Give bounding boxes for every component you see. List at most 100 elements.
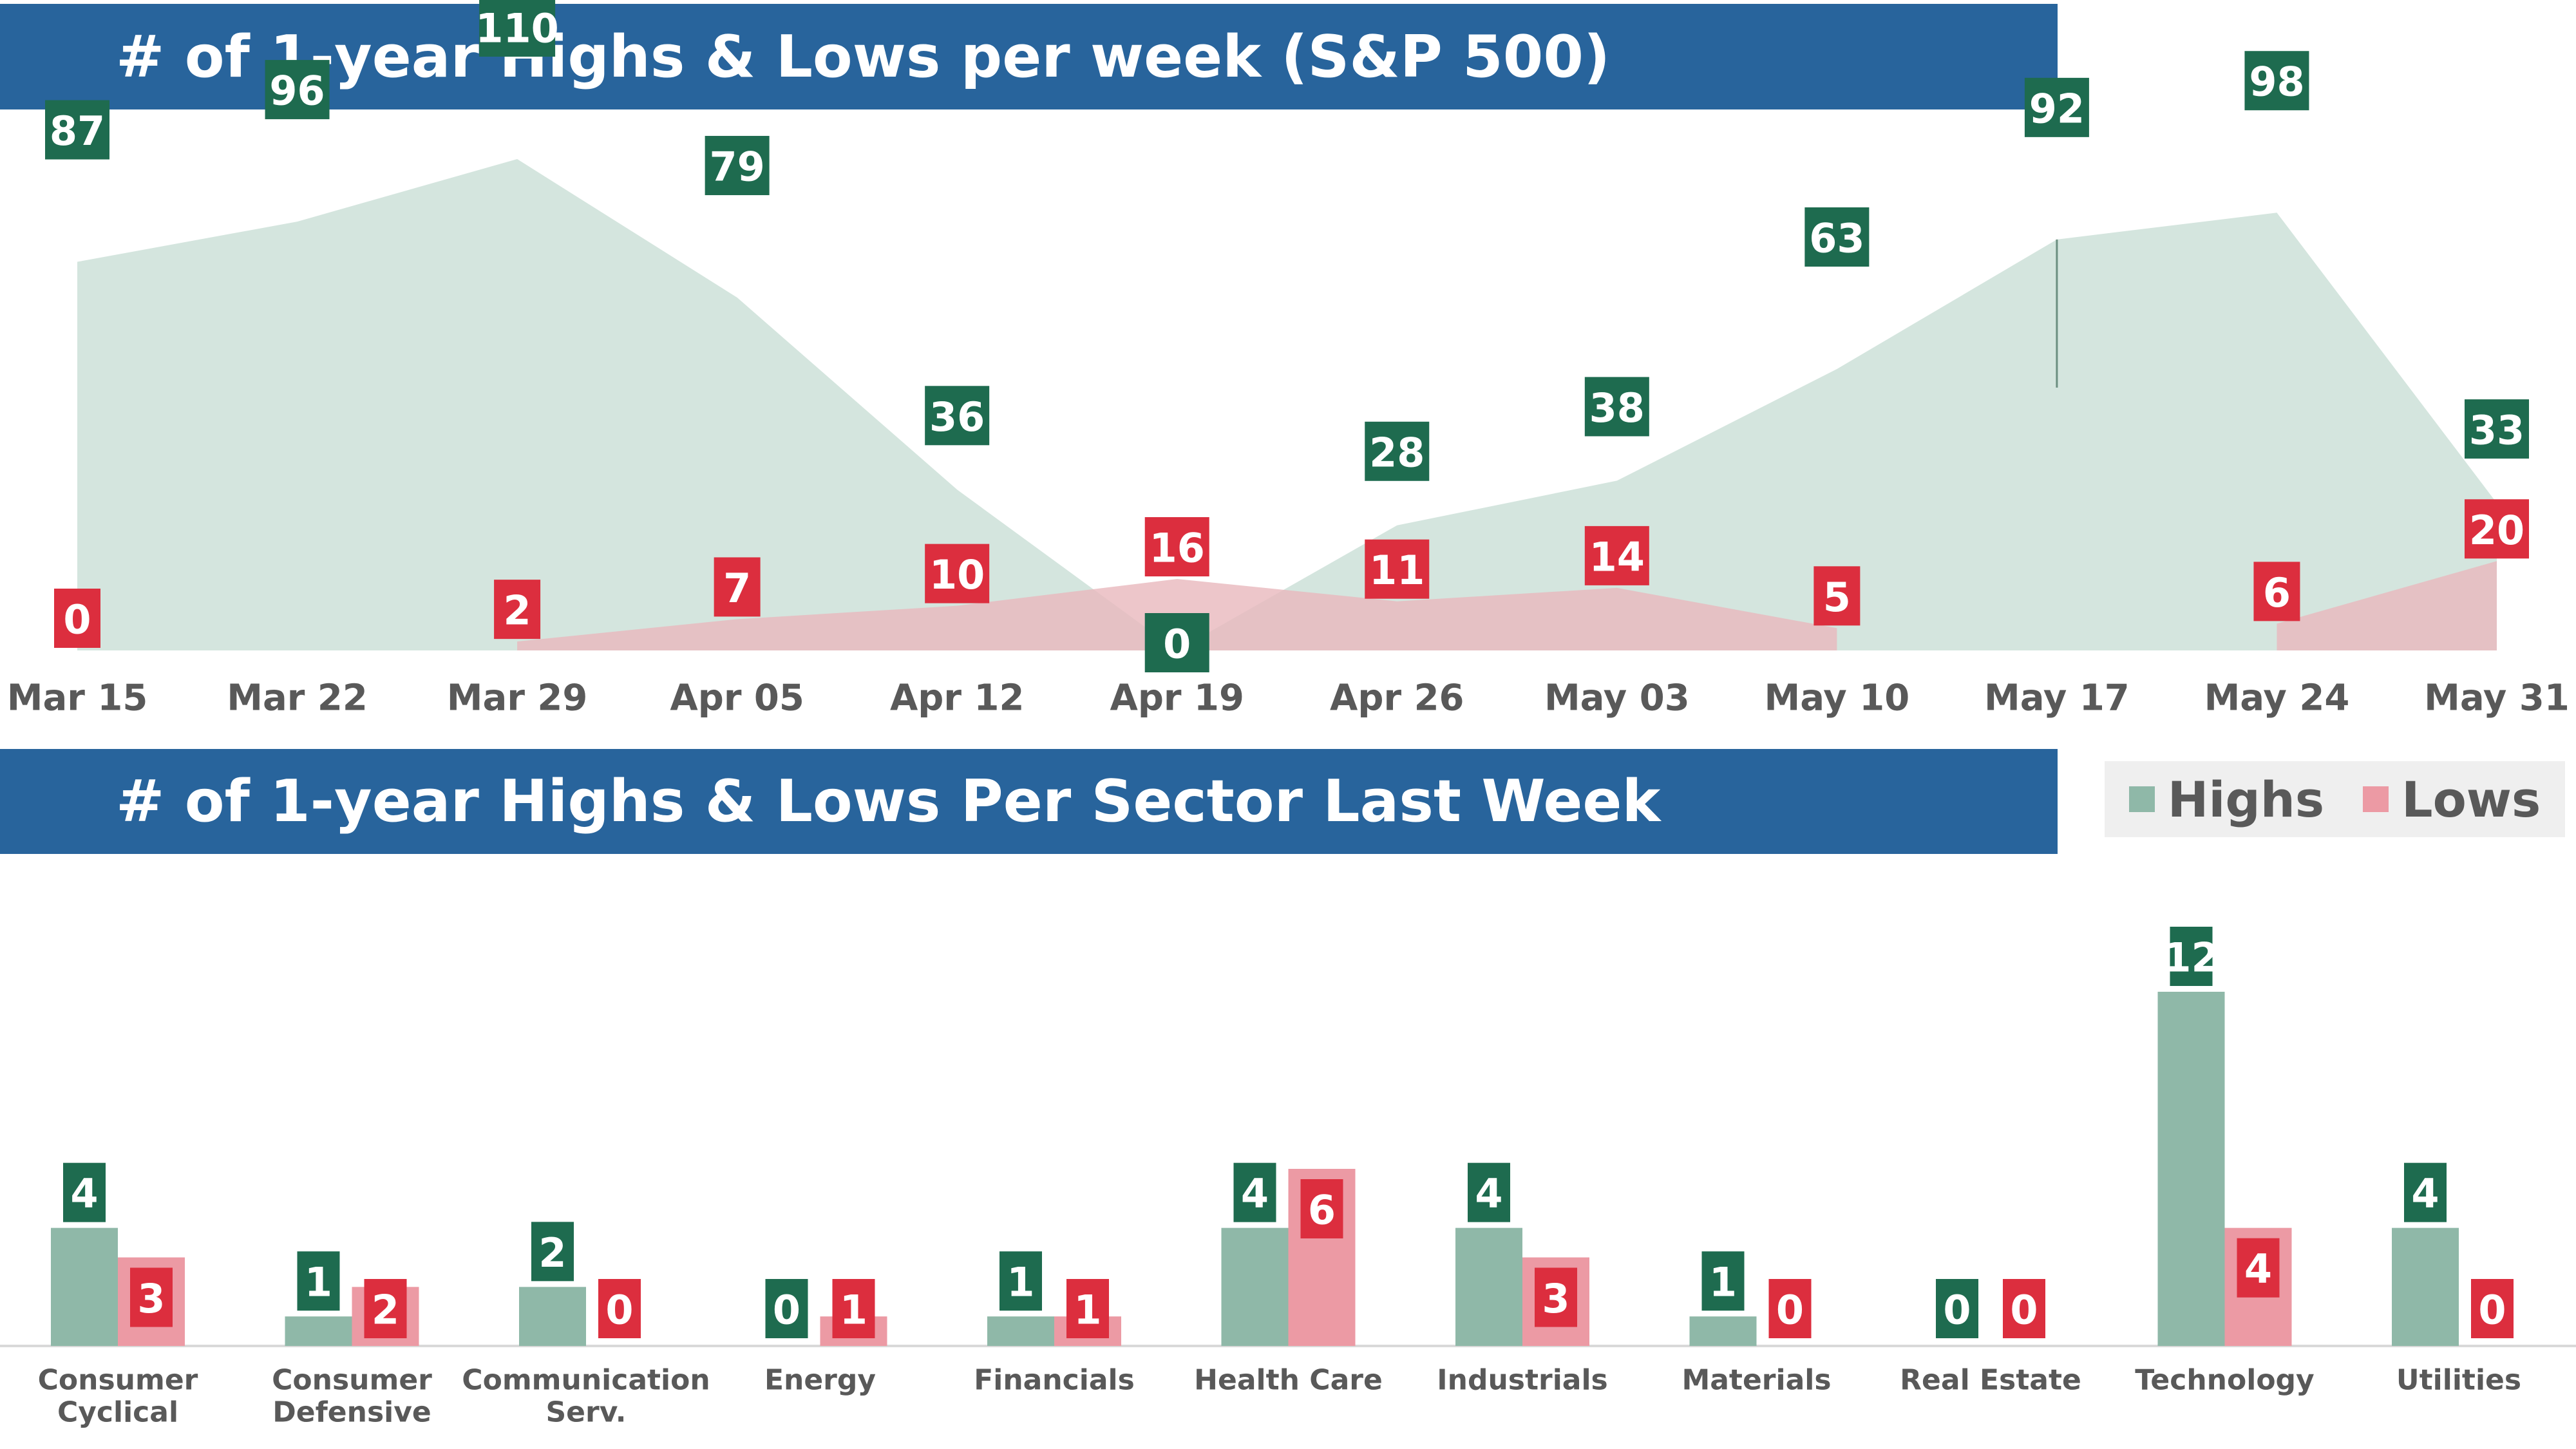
sector-x-tick-label: Defensive bbox=[272, 1396, 431, 1429]
top-x-tick-label: May 31 bbox=[2424, 677, 2570, 719]
lows-data-label-box bbox=[1365, 539, 1430, 599]
sector-lows-data-label-box bbox=[1535, 1267, 1577, 1327]
highs-data-label-box bbox=[479, 0, 556, 57]
sector-highs-data-label-box bbox=[63, 1162, 106, 1222]
sector-x-tick-label: Real Estate bbox=[1900, 1364, 2081, 1397]
highs-data-label: 63 bbox=[1809, 215, 1864, 262]
sector-highs-data-label-box bbox=[1936, 1279, 1978, 1338]
lows-data-label-box bbox=[494, 580, 541, 639]
lows-data-label: 2 bbox=[504, 587, 531, 634]
highs-data-label: 96 bbox=[269, 68, 325, 115]
highs-bar bbox=[1689, 1316, 1757, 1346]
legend: Highs Lows bbox=[2105, 761, 2565, 837]
sector-highs-data-label-box bbox=[1701, 1251, 1745, 1311]
highs-data-label: 92 bbox=[2029, 85, 2085, 132]
highs-bar bbox=[2392, 1227, 2459, 1346]
legend-swatch-highs bbox=[2128, 786, 2155, 812]
top-x-tick-label: May 17 bbox=[1984, 677, 2130, 719]
highs-data-label: 38 bbox=[1589, 384, 1645, 431]
sector-x-tick-label: Energy bbox=[764, 1364, 876, 1397]
sector-lows-data-label: 1 bbox=[840, 1287, 867, 1334]
sector-x-tick-label: Materials bbox=[1681, 1364, 1831, 1397]
sector-x-tick-label: Industrials bbox=[1437, 1364, 1607, 1397]
top-x-tick-label: Apr 19 bbox=[1110, 677, 1244, 719]
top-chart-title: # of 1-year Highs & Lows per week (S&P 5… bbox=[0, 4, 2058, 109]
highs-bar bbox=[2157, 992, 2225, 1346]
highs-data-label: 0 bbox=[1163, 621, 1191, 668]
top-x-tick-label: May 10 bbox=[1764, 677, 1909, 719]
highs-data-label-box bbox=[2244, 51, 2309, 111]
sector-highs-data-label: 4 bbox=[2411, 1170, 2439, 1217]
highs-data-label: 28 bbox=[1369, 429, 1425, 476]
highs-bar bbox=[1221, 1227, 1289, 1346]
sector-lows-data-label: 1 bbox=[1074, 1287, 1101, 1334]
sector-lows-data-label-box bbox=[1300, 1179, 1343, 1238]
sector-highs-data-label-box bbox=[2170, 927, 2213, 986]
highs-area bbox=[77, 159, 2497, 650]
sector-lows-data-label: 2 bbox=[372, 1287, 399, 1334]
bottom-chart-title: # of 1-year Highs & Lows Per Sector Last… bbox=[0, 749, 2058, 854]
sector-highs-data-label-box bbox=[2404, 1162, 2447, 1222]
highs-data-label: 79 bbox=[709, 144, 764, 191]
top-x-tick-label: May 24 bbox=[2204, 677, 2350, 719]
sector-x-tick-label: Financials bbox=[974, 1364, 1135, 1397]
sector-x-tick-label: Communication bbox=[462, 1364, 710, 1397]
highs-bar bbox=[285, 1316, 352, 1346]
sector-x-tick-label: Consumer bbox=[272, 1364, 432, 1397]
sector-highs-data-label-box bbox=[1233, 1162, 1276, 1222]
highs-data-label-box bbox=[265, 60, 330, 120]
sector-lows-data-label-box bbox=[364, 1279, 407, 1338]
lows-data-label-box bbox=[54, 589, 100, 648]
legend-entry-lows: Lows bbox=[2363, 771, 2541, 828]
top-x-tick-label: Mar 22 bbox=[227, 677, 368, 719]
highs-data-label: 87 bbox=[50, 108, 105, 155]
lows-data-label-box bbox=[2465, 499, 2529, 559]
lows-data-label: 0 bbox=[63, 596, 91, 643]
sector-lows-data-label-box bbox=[2237, 1238, 2280, 1298]
highs-data-label-box bbox=[2465, 399, 2529, 459]
lows-data-label: 5 bbox=[1823, 574, 1851, 621]
highs-data-label-box bbox=[1584, 377, 1649, 437]
lows-data-label: 7 bbox=[723, 565, 751, 612]
sector-highs-data-label-box bbox=[531, 1222, 574, 1282]
sector-lows-data-label: 0 bbox=[2478, 1287, 2506, 1334]
legend-label-highs: Highs bbox=[2167, 770, 2325, 828]
sector-highs-data-label: 1 bbox=[305, 1259, 332, 1306]
lows-data-label: 6 bbox=[2263, 569, 2291, 616]
sector-highs-data-label: 1 bbox=[1709, 1259, 1737, 1306]
sector-highs-data-label: 0 bbox=[1943, 1287, 1971, 1334]
sector-lows-data-label-box bbox=[2471, 1279, 2514, 1338]
lows-data-label: 14 bbox=[1589, 533, 1645, 580]
legend-label-lows: Lows bbox=[2401, 770, 2541, 828]
lows-data-label-box bbox=[2253, 562, 2300, 621]
top-x-tick-label: Apr 05 bbox=[670, 677, 804, 719]
sector-highs-data-label: 12 bbox=[2163, 934, 2219, 981]
sector-lows-data-label: 0 bbox=[1776, 1287, 1804, 1334]
highs-data-label: 98 bbox=[2249, 59, 2304, 106]
top-x-tick-label: Mar 29 bbox=[447, 677, 588, 719]
lows-data-label: 10 bbox=[929, 551, 985, 598]
highs-bar bbox=[987, 1316, 1054, 1346]
highs-bar bbox=[51, 1227, 118, 1346]
highs-data-label-box bbox=[1804, 207, 1870, 267]
sector-highs-data-label: 4 bbox=[70, 1170, 98, 1217]
highs-bar bbox=[1455, 1227, 1522, 1346]
sector-x-tick-label: Technology bbox=[2135, 1364, 2314, 1397]
highs-data-label-box bbox=[1144, 613, 1209, 672]
highs-data-label-box bbox=[1365, 421, 1430, 481]
sector-lows-data-label: 3 bbox=[137, 1275, 165, 1322]
lows-data-label: 20 bbox=[2469, 507, 2524, 554]
lows-data-label-box bbox=[1814, 566, 1861, 626]
highs-data-label-box bbox=[45, 100, 109, 160]
sector-highs-data-label: 1 bbox=[1007, 1259, 1034, 1306]
lows-area-segment-2 bbox=[2277, 561, 2497, 650]
top-x-tick-label: Apr 26 bbox=[1330, 677, 1464, 719]
sector-highs-data-label-box bbox=[999, 1251, 1042, 1311]
highs-data-label-box bbox=[2024, 77, 2089, 137]
highs-bar bbox=[519, 1287, 586, 1346]
top-x-tick-label: Apr 12 bbox=[890, 677, 1024, 719]
sector-lows-data-label-box bbox=[130, 1267, 173, 1327]
sector-lows-data-label-box bbox=[832, 1279, 875, 1338]
highs-data-label-box bbox=[925, 386, 990, 446]
